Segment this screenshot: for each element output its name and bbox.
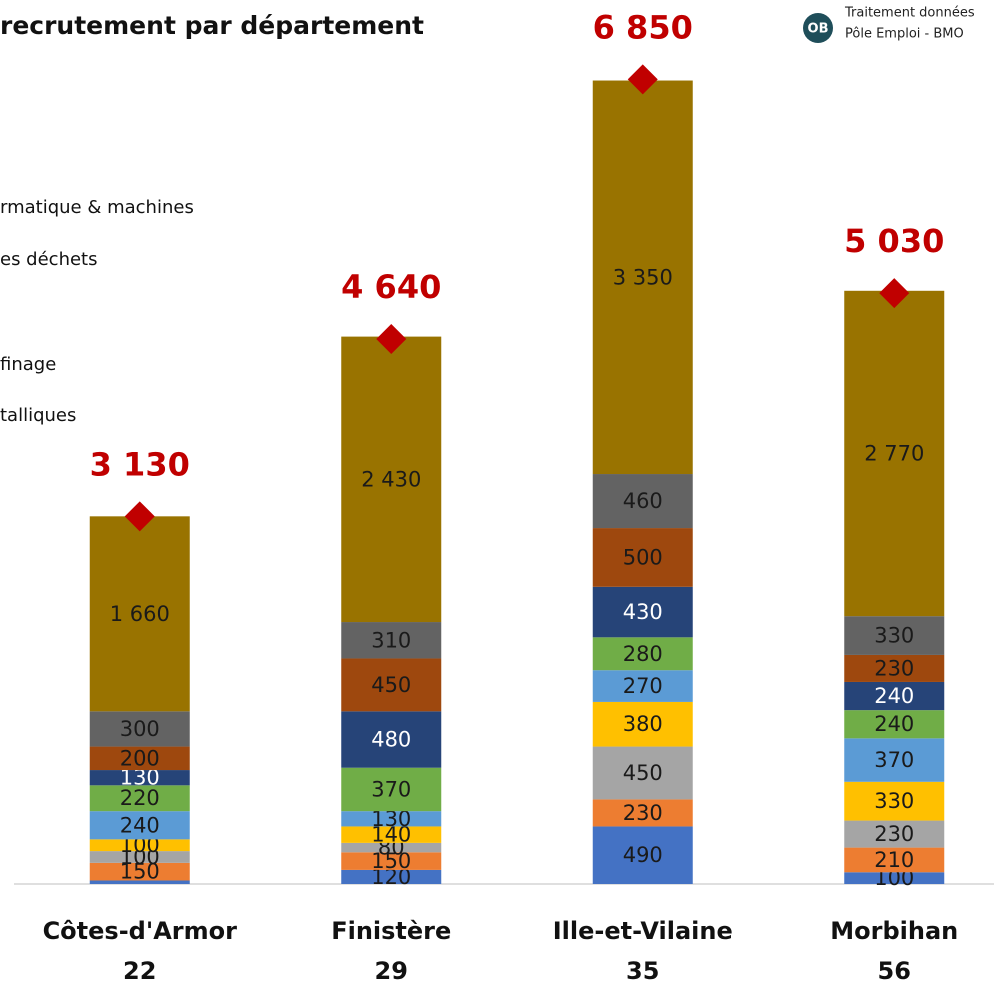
data-label: 150 bbox=[371, 849, 411, 873]
x-tick-label: Finistère bbox=[331, 917, 451, 945]
total-label: 3 130 bbox=[90, 445, 190, 483]
bar-segment bbox=[844, 616, 945, 655]
bar-segment bbox=[89, 851, 190, 863]
data-label: 230 bbox=[623, 801, 663, 825]
bar-segment bbox=[89, 839, 190, 852]
bar-segment bbox=[89, 711, 190, 747]
data-label: 230 bbox=[874, 822, 914, 846]
total-marker bbox=[879, 278, 910, 309]
data-label: 430 bbox=[623, 600, 663, 624]
bar-segment bbox=[341, 622, 442, 659]
bar-segment bbox=[592, 474, 693, 529]
data-label: 230 bbox=[874, 656, 914, 680]
total-label: 5 030 bbox=[844, 222, 944, 260]
data-label: 240 bbox=[874, 684, 914, 708]
bar-segment bbox=[341, 826, 442, 843]
chart-title: recrutement par département bbox=[0, 11, 424, 40]
data-label: 480 bbox=[371, 728, 411, 752]
source-line: Pôle Emploi - BMO bbox=[845, 27, 964, 42]
data-label: 500 bbox=[623, 545, 663, 569]
data-label: 300 bbox=[120, 717, 160, 741]
bar-segment bbox=[592, 586, 693, 638]
x-tick-code: 35 bbox=[626, 957, 659, 984]
data-label: 200 bbox=[120, 746, 160, 770]
data-label: 280 bbox=[623, 642, 663, 666]
data-label: 140 bbox=[371, 823, 411, 847]
bar-segment bbox=[844, 681, 945, 711]
bar-segment bbox=[592, 826, 693, 884]
data-label: 1 660 bbox=[110, 602, 170, 626]
bar-segment bbox=[341, 811, 442, 827]
logo-text: OB bbox=[808, 22, 829, 37]
data-label: 370 bbox=[874, 748, 914, 772]
bar-segment bbox=[341, 842, 442, 853]
bar-segment bbox=[844, 820, 945, 848]
total-marker bbox=[376, 323, 407, 354]
total-label: 4 640 bbox=[341, 268, 441, 306]
bar-segment bbox=[341, 711, 442, 768]
bar-segment bbox=[844, 738, 945, 782]
data-label: 240 bbox=[120, 813, 160, 837]
bar-segment bbox=[592, 701, 693, 747]
bar-segment bbox=[341, 336, 442, 623]
x-tick-label: Morbihan bbox=[830, 917, 958, 945]
bar-segment bbox=[341, 852, 442, 870]
bar-segment bbox=[844, 654, 945, 682]
bar-segment bbox=[89, 770, 190, 786]
bar-segment bbox=[592, 799, 693, 827]
x-tick-code: 29 bbox=[375, 957, 408, 984]
x-tick-code: 22 bbox=[123, 957, 156, 984]
data-label: 220 bbox=[120, 786, 160, 810]
bar-segment bbox=[89, 746, 190, 771]
bar-segment bbox=[89, 862, 190, 881]
bar-segment bbox=[844, 847, 945, 873]
bar-segment bbox=[844, 872, 945, 884]
total-marker bbox=[124, 501, 155, 532]
data-label: 3 350 bbox=[613, 265, 673, 289]
data-label: 240 bbox=[874, 712, 914, 736]
bar-segment bbox=[89, 785, 190, 812]
bar-segment bbox=[89, 880, 190, 884]
bar-segment bbox=[592, 80, 693, 475]
x-tick-code: 56 bbox=[878, 957, 911, 984]
data-label: 330 bbox=[874, 789, 914, 813]
data-label: 330 bbox=[874, 624, 914, 648]
data-label: 490 bbox=[623, 843, 663, 867]
bar-segment bbox=[844, 781, 945, 821]
bar-segment bbox=[592, 528, 693, 587]
bar-segment bbox=[341, 869, 442, 884]
data-label: 450 bbox=[623, 761, 663, 785]
data-label: 210 bbox=[874, 848, 914, 872]
bar-segment bbox=[592, 746, 693, 800]
bar-segment bbox=[341, 658, 442, 712]
bar-segment bbox=[89, 516, 190, 712]
data-label: 450 bbox=[371, 673, 411, 697]
bar-segment bbox=[592, 637, 693, 671]
data-label: 370 bbox=[371, 777, 411, 801]
data-label: 150 bbox=[120, 860, 160, 884]
bar-segment bbox=[844, 290, 945, 617]
data-label: 310 bbox=[371, 628, 411, 652]
bar-segment bbox=[592, 670, 693, 702]
total-marker bbox=[627, 64, 658, 95]
bar-segment bbox=[844, 710, 945, 739]
legend-entry: finage bbox=[0, 354, 56, 375]
legend-entry: rmatique & machines bbox=[0, 197, 194, 218]
legend-entry: es déchets bbox=[0, 249, 98, 270]
bar-segment bbox=[341, 767, 442, 812]
logo bbox=[803, 13, 833, 43]
x-tick-label: Côtes-d'Armor bbox=[43, 917, 238, 945]
data-label: 380 bbox=[623, 712, 663, 736]
source-line: Traitement données bbox=[844, 6, 975, 21]
legend-entry: talliques bbox=[0, 405, 76, 426]
bar-segment bbox=[89, 811, 190, 840]
data-label: 2 430 bbox=[361, 467, 421, 491]
data-label: 270 bbox=[623, 674, 663, 698]
data-label: 2 770 bbox=[864, 441, 924, 465]
total-label: 6 850 bbox=[593, 8, 693, 46]
data-label: 460 bbox=[623, 489, 663, 513]
x-tick-label: Ille-et-Vilaine bbox=[553, 917, 733, 945]
